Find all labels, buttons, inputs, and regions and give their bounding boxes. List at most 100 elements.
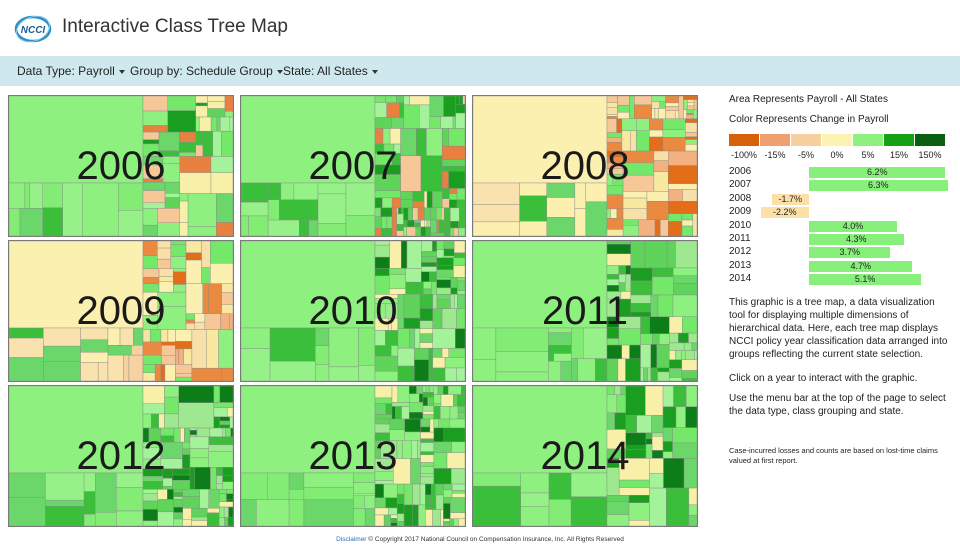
treemap-cell bbox=[403, 504, 413, 526]
treemap-cell bbox=[224, 111, 233, 118]
treemap-cell bbox=[358, 327, 376, 366]
treemap-cell bbox=[669, 377, 683, 381]
treemap-cell bbox=[178, 348, 185, 365]
treemap-cell bbox=[391, 207, 397, 236]
treemap-cell bbox=[9, 472, 46, 498]
treemap-2008[interactable]: 2008 bbox=[472, 95, 698, 237]
description-paragraph: This graphic is a tree map, a data visua… bbox=[729, 297, 948, 360]
treemap-cell bbox=[390, 517, 398, 523]
treemap-cell bbox=[406, 219, 415, 228]
treemap-cell bbox=[158, 281, 174, 293]
treemap-cell bbox=[520, 492, 550, 507]
change-bar: 6.3% bbox=[809, 180, 948, 191]
treemap-2011[interactable]: 2011 bbox=[472, 240, 698, 382]
treemap-cell bbox=[398, 207, 402, 215]
treemap-cell bbox=[420, 155, 443, 192]
bar-row-2010[interactable]: 2010 4.0% bbox=[729, 220, 951, 232]
treemap-cell bbox=[606, 386, 615, 395]
treemap-2006[interactable]: 2006 bbox=[8, 95, 234, 237]
treemap-cell bbox=[454, 294, 458, 309]
treemap-cell bbox=[548, 332, 572, 346]
treemap-cell bbox=[570, 496, 608, 526]
treemap-cell bbox=[548, 499, 572, 526]
treemap-2013[interactable]: 2013 bbox=[240, 385, 466, 527]
treemap-cell bbox=[440, 116, 454, 129]
treemap-cell bbox=[390, 345, 399, 357]
treemap-2014[interactable]: 2014 bbox=[472, 385, 698, 527]
treemap-cell bbox=[396, 440, 403, 459]
bar-row-2009[interactable]: 2009 -2.2% bbox=[729, 206, 951, 218]
bar-row-2013[interactable]: 2013 4.7% bbox=[729, 260, 951, 272]
treemap-cell bbox=[443, 386, 449, 395]
bar-row-2012[interactable]: 2012 3.7% bbox=[729, 246, 951, 258]
treemap-cell bbox=[150, 329, 162, 343]
data-type-menu[interactable]: Data Type: Payroll bbox=[17, 64, 125, 78]
treemap-cell bbox=[385, 303, 399, 319]
treemap-cell bbox=[663, 458, 685, 489]
treemap-cell bbox=[402, 440, 412, 459]
bar-row-2014[interactable]: 2014 5.1% bbox=[729, 273, 951, 285]
treemap-cell bbox=[420, 466, 435, 474]
treemap-cell bbox=[191, 508, 208, 518]
state-menu[interactable]: State: All States bbox=[283, 64, 378, 78]
treemap-cell bbox=[374, 514, 385, 526]
treemap-cell bbox=[662, 137, 686, 152]
ncci-logo[interactable]: NCCI bbox=[14, 10, 52, 48]
treemap-cell bbox=[396, 230, 404, 236]
treemap-cell bbox=[280, 182, 295, 200]
treemap-cell bbox=[548, 360, 561, 381]
treemap-cell bbox=[457, 394, 465, 407]
treemap-cell bbox=[685, 136, 697, 140]
treemap-cell bbox=[142, 315, 158, 330]
treemap-cell bbox=[385, 330, 399, 346]
treemap-cell bbox=[229, 116, 233, 132]
treemap-cell bbox=[438, 219, 445, 234]
treemap-cell bbox=[630, 241, 646, 269]
treemap-cell bbox=[685, 122, 697, 133]
treemap-cell bbox=[412, 207, 419, 221]
treemap-cell bbox=[267, 472, 290, 500]
treemap-cell bbox=[443, 255, 455, 258]
treemap-cell bbox=[606, 316, 620, 328]
bar-row-2011[interactable]: 2011 4.3% bbox=[729, 233, 951, 245]
treemap-cell bbox=[414, 359, 429, 381]
treemap-cell bbox=[226, 493, 233, 500]
treemap-cell bbox=[450, 287, 458, 295]
treemap-cell bbox=[457, 294, 465, 309]
treemap-cell bbox=[668, 189, 683, 202]
treemap-cell bbox=[443, 241, 455, 250]
bar-row-2008[interactable]: 2008 -1.7% bbox=[729, 193, 951, 205]
treemap-cell bbox=[374, 256, 390, 269]
treemap-cell bbox=[630, 311, 651, 318]
treemap-cell bbox=[219, 506, 225, 518]
treemap-cell bbox=[553, 353, 572, 362]
treemap-cell bbox=[303, 499, 354, 526]
treemap-cell bbox=[473, 241, 608, 329]
treemap-cells bbox=[9, 241, 233, 381]
group-by-menu[interactable]: Group by: Schedule Group bbox=[130, 64, 283, 78]
treemap-cell bbox=[606, 114, 618, 117]
treemap-cell bbox=[374, 418, 390, 425]
treemap-cell bbox=[408, 402, 424, 413]
bar-row-2006[interactable]: 2006 6.2% bbox=[729, 166, 951, 178]
treemap-cell bbox=[665, 106, 680, 111]
treemap-cell bbox=[219, 517, 225, 526]
treemap-2012[interactable]: 2012 bbox=[8, 385, 234, 527]
treemap-2007[interactable]: 2007 bbox=[240, 95, 466, 237]
treemap-cell bbox=[622, 219, 639, 226]
treemap-cell bbox=[425, 386, 431, 393]
treemap-2009[interactable]: 2009 bbox=[8, 240, 234, 382]
treemap-cell bbox=[303, 472, 354, 488]
treemap-cell bbox=[458, 227, 465, 236]
treemap-cell bbox=[210, 263, 233, 284]
disclaimer-link[interactable]: Disclaimer bbox=[336, 536, 367, 543]
treemap-cell bbox=[687, 105, 695, 110]
treemap-cell bbox=[444, 207, 451, 236]
treemap-cell bbox=[396, 207, 399, 215]
treemap-cell bbox=[682, 316, 697, 334]
bar-row-2007[interactable]: 2007 6.3% bbox=[729, 179, 951, 191]
treemap-cell bbox=[659, 333, 670, 345]
treemap-cell bbox=[142, 255, 158, 269]
treemap-cell bbox=[158, 276, 174, 282]
treemap-2010[interactable]: 2010 bbox=[240, 240, 466, 382]
